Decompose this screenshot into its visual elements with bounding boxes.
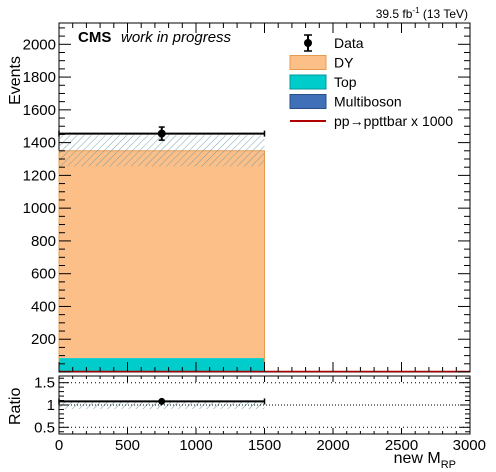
- y-axis-label: Events: [7, 56, 24, 105]
- y-tick-label: 200: [31, 331, 56, 348]
- x-tick-label: 3000: [453, 437, 486, 454]
- bar-dy: [59, 150, 265, 359]
- legend-swatch: [289, 94, 327, 109]
- x-tick-label: 2000: [316, 437, 349, 454]
- y-tick-label: 600: [31, 266, 56, 283]
- y-tick-label: 400: [31, 298, 56, 315]
- ratio-y-axis: 0.5 1 1.5: [34, 375, 470, 436]
- y-tick-label: 1600: [23, 102, 56, 119]
- y-axis: 200 400 600 800 1000 1200 1400 1600 1800 2000: [23, 27, 470, 373]
- legend-swatch: [289, 55, 327, 70]
- legend-label: Data: [334, 35, 364, 51]
- bar-top: [59, 358, 265, 372]
- ratio-panel: 0.5 1 1.5 0 500 1000 1500 2000 2500 3000 Ratio n…: [7, 375, 486, 471]
- data-points: [58, 126, 266, 141]
- stacked-histogram: [58, 150, 265, 372]
- x-tick-label: 0: [55, 437, 63, 454]
- legend-data-marker: [304, 39, 312, 47]
- ratio-point: [158, 397, 166, 405]
- legend-label: Multiboson: [334, 94, 402, 110]
- y-tick-label: 1200: [23, 167, 56, 184]
- cms-label: CMS: [78, 29, 111, 46]
- x-tick-label: 1000: [179, 437, 212, 454]
- x-tick-label: 500: [115, 437, 140, 454]
- legend-label: DY: [334, 55, 354, 71]
- legend-label: Top: [334, 74, 357, 90]
- ratio-tick-label: 1: [47, 397, 55, 414]
- legend: Data DY Top Multiboson pp→ppttbar x 1000: [289, 34, 453, 129]
- ratio-tick-label: 0.5: [34, 419, 55, 436]
- legend-label: pp→ppttbar x 1000: [334, 113, 453, 129]
- y-tick-label: 800: [31, 233, 56, 250]
- main-panel: 200 400 600 800 1000 1200 1400 1600 1800 2000 CMS…: [7, 22, 471, 373]
- ratio-points: [58, 397, 266, 405]
- x-axis-label: new MRP: [394, 450, 456, 471]
- ratio-tick-label: 1.5: [34, 375, 55, 392]
- y-tick-label: 1800: [23, 69, 56, 86]
- lumi-label: 39.5 fb-1 (13 TeV): [376, 6, 468, 21]
- data-point: [157, 129, 166, 138]
- ratio-reference-lines: [59, 382, 470, 428]
- y-tick-label: 1000: [23, 200, 56, 217]
- legend-swatch: [289, 74, 327, 90]
- y-tick-label: 1400: [23, 135, 56, 152]
- x-tick-label: 1500: [248, 437, 281, 454]
- y-tick-label: 2000: [23, 36, 56, 53]
- x-axis: 0 500 1000 1500 2000 2500 3000: [55, 376, 486, 454]
- status-label: work in progress: [121, 29, 232, 46]
- x-axis-main: [58, 23, 471, 372]
- ratio-y-axis-label: Ratio: [7, 388, 24, 425]
- x-tick-label: 2500: [385, 437, 418, 454]
